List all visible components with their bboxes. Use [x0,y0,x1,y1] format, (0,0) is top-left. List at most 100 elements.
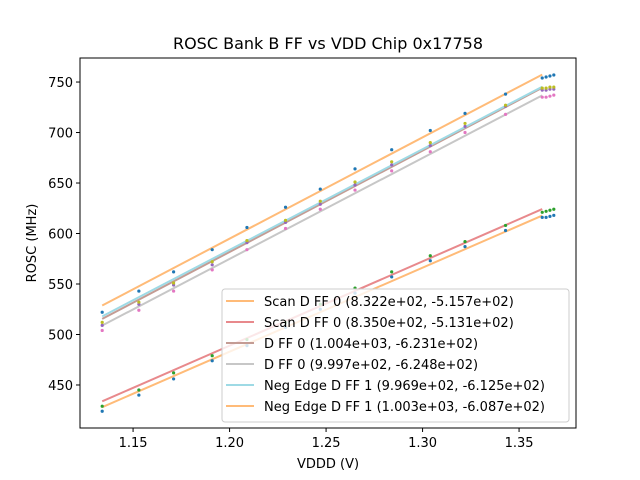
data-point-0-3 [210,359,214,363]
x-axis-label: VDDD (V) [297,457,359,472]
data-point-0-11 [503,228,508,233]
data-point-1-8 [390,270,394,274]
data-point-1-12 [540,210,544,214]
x-tick-label: 1.20 [215,436,244,451]
data-point-3-13 [544,95,548,99]
data-point-3-9 [428,150,432,154]
data-point-4-0 [100,320,104,324]
data-point-0-13 [544,215,548,219]
data-point-5-15 [552,73,556,77]
y-tick-label: 750 [48,76,73,91]
y-axis: 450 500 550 600 650 700 750 [48,76,80,394]
data-point-1-2 [172,371,176,375]
y-axis-label: ROSC (MHz) [25,204,40,283]
data-point-1-11 [503,223,508,228]
data-point-1-9 [428,254,432,258]
data-point-1-15 [552,207,556,211]
legend-label: Neg Edge D FF 1 (9.969e+02, -6.125e+02) [264,379,545,394]
data-point-4-7 [353,180,357,184]
x-tick-label: 1.15 [119,436,148,451]
x-axis: 1.15 1.20 1.25 1.30 1.35 [119,428,534,451]
data-point-1-13 [544,209,548,213]
data-point-5-14 [548,74,552,78]
legend-label: Scan D FF 0 (8.322e+02, -5.157e+02) [264,295,514,310]
data-point-3-2 [172,289,176,293]
chart-title: ROSC Bank B FF vs VDD Chip 0x17758 [173,34,483,53]
data-point-0-9 [428,259,432,263]
data-point-5-7 [353,167,357,171]
y-tick-label: 500 [48,328,73,343]
data-point-4-8 [390,160,394,164]
data-point-1-3 [210,354,214,358]
fit-line-3 [101,94,543,327]
data-point-4-4 [245,238,249,243]
data-point-5-12 [540,76,544,80]
data-point-5-0 [100,310,104,314]
data-point-4-6 [318,199,322,203]
data-point-4-3 [210,260,214,264]
data-point-3-5 [283,226,288,231]
data-point-3-4 [245,248,249,252]
data-point-2-7 [353,183,357,187]
data-point-3-11 [503,112,508,116]
data-point-4-14 [548,85,552,89]
data-point-2-3 [210,263,214,267]
data-point-4-15 [552,85,556,89]
data-point-3-3 [210,268,214,272]
data-point-4-2 [172,281,176,285]
data-point-4-10 [463,121,467,126]
data-point-5-10 [463,111,467,115]
x-tick-label: 1.30 [408,436,437,451]
data-point-5-3 [210,248,214,252]
data-point-3-7 [353,188,357,192]
data-point-4-5 [283,218,288,222]
fit-line-5 [101,73,543,307]
data-point-0-12 [540,215,544,219]
data-point-2-10 [463,124,467,129]
data-point-0-1 [137,393,141,397]
y-tick-label: 700 [48,127,73,142]
data-point-3-8 [390,169,394,173]
data-point-5-6 [318,187,322,191]
data-point-5-13 [544,75,548,79]
data-points [100,73,556,413]
data-point-1-10 [463,239,467,244]
data-point-2-9 [428,144,432,148]
data-point-3-14 [548,94,552,98]
plot-frame [79,57,577,429]
data-point-5-5 [283,205,288,209]
legend-box [221,288,570,423]
y-tick-label: 450 [48,379,73,394]
data-point-2-6 [318,202,322,206]
legend-label: Scan D FF 0 (8.350e+02, -5.131e+02) [264,316,514,331]
fit-line-2 [101,86,543,320]
data-point-5-9 [428,128,432,133]
data-point-0-15 [552,213,556,217]
data-point-5-4 [245,225,249,230]
data-point-4-9 [428,141,432,145]
x-tick-label: 1.35 [505,436,534,451]
legend: Scan D FF 0 (8.322e+02, -5.157e+02) Scan … [221,288,570,423]
data-point-5-1 [137,289,141,293]
legend-label: Neg Edge D FF 1 (1.003e+03, -6.087e+02) [264,400,545,415]
data-point-1-1 [137,388,141,392]
fit-line-4 [101,85,543,318]
data-point-2-0 [100,323,104,328]
y-tick-label: 600 [48,228,73,243]
data-point-4-12 [540,86,544,90]
data-point-5-11 [503,92,508,96]
data-point-1-14 [548,208,552,212]
data-point-0-0 [100,409,104,413]
data-point-0-2 [172,377,176,381]
data-point-3-15 [552,93,556,97]
legend-label: D FF 0 (1.004e+03, -6.231e+02) [264,337,478,352]
data-point-0-14 [548,214,552,218]
data-point-5-8 [390,148,394,152]
legend-label: D FF 0 (9.997e+02, -6.248e+02) [264,358,478,373]
data-point-3-6 [318,207,322,211]
data-point-3-12 [540,95,544,99]
data-point-1-0 [100,404,104,408]
x-tick-label: 1.25 [312,436,341,451]
data-point-4-13 [544,86,548,90]
